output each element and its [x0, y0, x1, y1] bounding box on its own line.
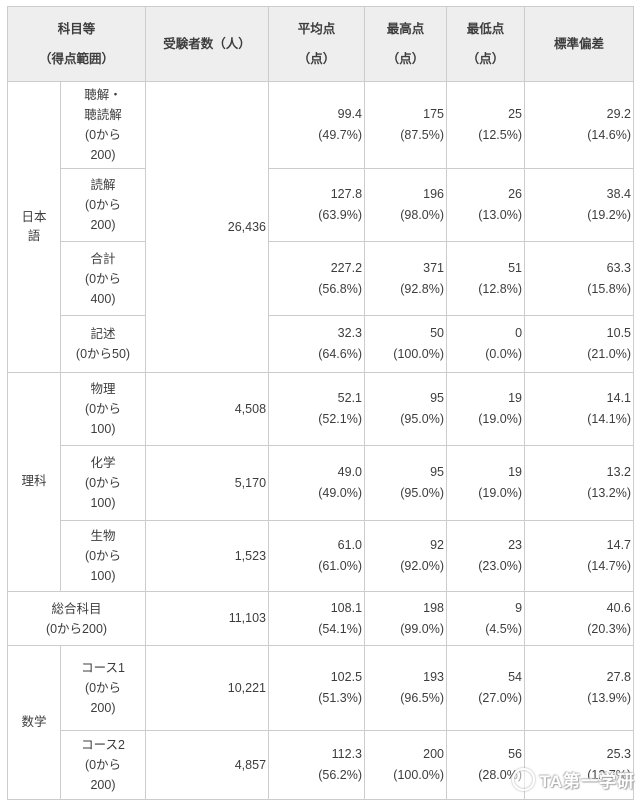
stddev-cell: 63.3 (15.8%) — [524, 241, 635, 316]
table-row: 化学 (0から 100) 5,170 49.0 (49.0%) 95 (95.0… — [8, 445, 635, 521]
header-highest: 最高点 （点） — [364, 6, 448, 82]
subject-cell: コース2 (0から 200) — [59, 730, 147, 800]
table-row: 総合科目 (0から200) 11,103 108.1 (54.1%) 198 (… — [6, 591, 635, 646]
lowest-cell: 25 (12.5%) — [446, 81, 526, 169]
score-statistics-table: 科目等 （得点範囲） 受験者数（人） 平均点 （点） 最高点 （点） 最低点 （… — [6, 6, 635, 800]
lowest-cell: 0 (0.0%) — [446, 315, 526, 373]
examinees-cell: 11,103 — [145, 591, 270, 646]
group-science: 理科 — [7, 372, 61, 592]
average-cell: 52.1 (52.1%) — [268, 372, 366, 446]
lowest-cell: 23 (23.0%) — [446, 520, 526, 592]
average-cell: 127.8 (63.9%) — [268, 168, 366, 242]
subject-cell-integrated: 総合科目 (0から200) — [6, 591, 147, 646]
average-cell: 227.2 (56.8%) — [268, 241, 366, 316]
highest-cell: 50 (100.0%) — [364, 315, 448, 373]
header-row: 科目等 （得点範囲） 受験者数（人） 平均点 （点） 最高点 （点） 最低点 （… — [6, 6, 635, 82]
highest-cell: 193 (96.5%) — [364, 645, 448, 731]
header-lowest: 最低点 （点） — [446, 6, 526, 82]
table-row: コース2 (0から 200) 4,857 112.3 (56.2%) 200 (… — [8, 730, 635, 800]
average-cell: 49.0 (49.0%) — [268, 445, 366, 521]
stddev-cell: 27.8 (13.9%) — [524, 645, 635, 731]
average-cell: 112.3 (56.2%) — [268, 730, 366, 800]
header-average: 平均点 （点） — [268, 6, 366, 82]
lowest-cell: 19 (19.0%) — [446, 372, 526, 446]
table-body: 日本 語 聴解・ 聴読解 (0から 200) 26,436 99.4 (49.7… — [6, 81, 635, 800]
examinees-cell: 5,170 — [145, 445, 270, 521]
average-cell: 102.5 (51.3%) — [268, 645, 366, 731]
examinees-cell: 1,523 — [145, 520, 270, 592]
stddev-cell: 29.2 (14.6%) — [524, 81, 635, 169]
examinees-cell: 10,221 — [145, 645, 270, 731]
lowest-cell: 54 (27.0%) — [446, 645, 526, 731]
examinees-cell: 4,508 — [145, 372, 270, 446]
average-cell: 32.3 (64.6%) — [268, 315, 366, 373]
lowest-cell: 51 (12.8%) — [446, 241, 526, 316]
highest-cell: 200 (100.0%) — [364, 730, 448, 800]
table-header: 科目等 （得点範囲） 受験者数（人） 平均点 （点） 最高点 （点） 最低点 （… — [6, 6, 635, 82]
subject-cell: 化学 (0から 100) — [59, 445, 147, 521]
header-subject: 科目等 （得点範囲） — [6, 6, 147, 82]
stddev-cell: 25.3 (12.7%) — [524, 730, 635, 800]
table-row: 合計 (0から 400) 227.2 (56.8%) 371 (92.8%) 5… — [8, 241, 635, 316]
subject-cell: 物理 (0から 100) — [59, 372, 147, 446]
subject-cell: 合計 (0から 400) — [59, 241, 147, 316]
table-row: 数学 コース1 (0から 200) 10,221 102.5 (51.3%) 1… — [7, 645, 635, 800]
stddev-cell: 10.5 (21.0%) — [524, 315, 635, 373]
subject-cell: 生物 (0から 100) — [59, 520, 147, 592]
subject-cell: 記述 (0から50) — [59, 315, 147, 373]
highest-cell: 175 (87.5%) — [364, 81, 448, 169]
subject-cell: 聴解・ 聴読解 (0から 200) — [59, 81, 147, 169]
examinees-cell: 4,857 — [145, 730, 270, 800]
subject-cell: コース1 (0から 200) — [59, 645, 147, 731]
lowest-cell: 9 (4.5%) — [446, 591, 526, 646]
stddev-cell: 14.7 (14.7%) — [524, 520, 635, 592]
stddev-cell: 14.1 (14.1%) — [524, 372, 635, 446]
header-examinees: 受験者数（人） — [145, 6, 270, 82]
highest-cell: 371 (92.8%) — [364, 241, 448, 316]
highest-cell: 92 (92.0%) — [364, 520, 448, 592]
table-row: 日本 語 聴解・ 聴読解 (0から 200) 26,436 99.4 (49.7… — [7, 81, 635, 373]
table-row: 読解 (0から 200) 127.8 (63.9%) 196 (98.0%) 2… — [8, 168, 635, 242]
table-row: 生物 (0から 100) 1,523 61.0 (61.0%) 92 (92.0… — [8, 520, 635, 592]
table-row: 記述 (0から50) 32.3 (64.6%) 50 (100.0%) 0 (0… — [8, 315, 635, 373]
lowest-cell: 56 (28.0%) — [446, 730, 526, 800]
highest-cell: 95 (95.0%) — [364, 445, 448, 521]
table-row: 理科 物理 (0から 100) 4,508 52.1 (52.1%) 95 (9… — [7, 372, 635, 592]
stddev-cell: 40.6 (20.3%) — [524, 591, 635, 646]
lowest-cell: 19 (19.0%) — [446, 445, 526, 521]
highest-cell: 95 (95.0%) — [364, 372, 448, 446]
average-cell: 99.4 (49.7%) — [268, 81, 366, 169]
subject-cell: 読解 (0から 200) — [59, 168, 147, 242]
highest-cell: 196 (98.0%) — [364, 168, 448, 242]
examinees-cell: 26,436 — [145, 81, 270, 373]
stddev-cell: 38.4 (19.2%) — [524, 168, 635, 242]
group-math: 数学 — [7, 645, 61, 800]
average-cell: 61.0 (61.0%) — [268, 520, 366, 592]
header-stddev: 標準偏差 — [524, 6, 635, 82]
stddev-cell: 13.2 (13.2%) — [524, 445, 635, 521]
lowest-cell: 26 (13.0%) — [446, 168, 526, 242]
group-japanese: 日本 語 — [7, 81, 61, 373]
highest-cell: 198 (99.0%) — [364, 591, 448, 646]
average-cell: 108.1 (54.1%) — [268, 591, 366, 646]
